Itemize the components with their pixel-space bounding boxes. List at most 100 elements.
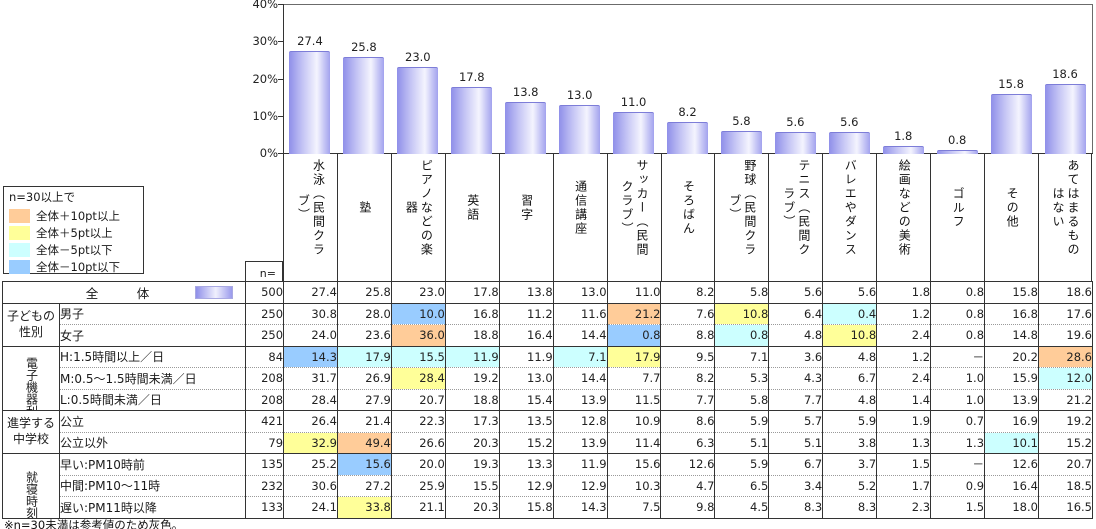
bar bbox=[505, 101, 547, 154]
category-label-text: その他 bbox=[1005, 187, 1020, 229]
legend-items: 全体＋10pt以上 全体＋5pt以上 全体－5pt以下 全体－10pt以下 bbox=[9, 207, 143, 275]
table-row-total: 全 体 500 27.4 25.8 23.0 17.8 13.8 13.0 11.0 8.2 5.8… bbox=[1, 281, 1093, 303]
value-cell: 10.9 bbox=[606, 410, 661, 432]
value-cell: 17.9 bbox=[606, 345, 661, 368]
value-cell: 26.6 bbox=[390, 431, 446, 454]
value-cell: 8.2 bbox=[660, 367, 715, 389]
y-axis-tick bbox=[278, 4, 283, 5]
value-cell: 7.1 bbox=[552, 345, 608, 368]
bar bbox=[451, 86, 493, 154]
value-cell: 26.4 bbox=[283, 410, 338, 432]
value-cell: 14.3 bbox=[552, 496, 608, 518]
category-label-text: 通信講座 bbox=[573, 180, 588, 236]
value-cell: 1.3 bbox=[876, 431, 931, 454]
category-label-text: ゴルフ bbox=[951, 187, 966, 229]
value-cell: 18.8 bbox=[444, 388, 500, 411]
value-cell: 17.8 bbox=[444, 281, 500, 303]
value-cell: 26.9 bbox=[336, 367, 392, 389]
value-cell: 7.1 bbox=[714, 345, 769, 368]
value-cell: 16.4 bbox=[498, 324, 554, 346]
category-label: あてはまるものはない bbox=[1038, 153, 1092, 281]
value-cell: 15.6 bbox=[336, 453, 392, 475]
y-axis-tick-label: 30% bbox=[252, 34, 278, 49]
value-cell: 10.3 bbox=[606, 474, 661, 497]
category-label-text: 習字 bbox=[519, 194, 534, 222]
group-label: 電子機器利用時間 bbox=[24, 356, 39, 411]
category-label-text: 絵画などの美術 bbox=[897, 159, 912, 257]
n-cell: 79 bbox=[245, 431, 284, 454]
value-cell: 13.9 bbox=[552, 431, 608, 454]
value-cell: 5.9 bbox=[822, 410, 877, 432]
value-cell: 15.9 bbox=[984, 367, 1039, 389]
value-cell: 10.8 bbox=[822, 324, 877, 346]
bar bbox=[667, 122, 708, 154]
value-cell: 1.0 bbox=[930, 367, 985, 389]
n-cell: 208 bbox=[245, 388, 284, 411]
value-cell: 11.0 bbox=[606, 281, 661, 303]
value-cell: 13.0 bbox=[498, 367, 554, 389]
value-cell: 5.3 bbox=[714, 367, 769, 389]
value-cell: 15.5 bbox=[390, 345, 446, 368]
value-cell: 7.7 bbox=[768, 388, 823, 411]
n-cell: 208 bbox=[245, 367, 284, 389]
value-cell: 19.6 bbox=[1037, 324, 1093, 346]
value-cell: 23.0 bbox=[390, 281, 446, 303]
group-label-cell: 就寝時刻 bbox=[2, 453, 60, 518]
plot-border-right bbox=[1092, 4, 1093, 153]
value-cell: 7.5 bbox=[606, 496, 661, 518]
value-cell: 21.4 bbox=[336, 410, 392, 432]
legend-item-label: 全体＋10pt以上 bbox=[36, 208, 120, 223]
n-cell: 84 bbox=[245, 345, 284, 368]
y-axis-tick-label: 10% bbox=[252, 108, 278, 123]
value-cell: 0.4 bbox=[822, 302, 877, 325]
bar bbox=[774, 132, 816, 154]
value-cell: 5.8 bbox=[714, 388, 769, 411]
bar-value-label: 13.8 bbox=[512, 84, 539, 99]
value-cell: 25.8 bbox=[336, 281, 392, 303]
value-cell: 15.6 bbox=[606, 453, 661, 475]
value-cell: 24.0 bbox=[283, 324, 338, 346]
value-cell: 1.2 bbox=[876, 302, 931, 325]
group-label-cell: 子どもの 性別 bbox=[2, 302, 60, 346]
value-cell: 20.2 bbox=[984, 345, 1039, 368]
value-cell: 4.8 bbox=[822, 388, 877, 411]
table-row: 電子機器利用時間 H:1.5時間以上／日 84 14.3 17.9 15.5 11.9 11.… bbox=[2, 345, 1093, 411]
value-cell: 27.9 bbox=[336, 388, 392, 411]
value-cell: 33.8 bbox=[336, 496, 392, 518]
legend-item: 全体－10pt以下 bbox=[9, 258, 143, 275]
n-cell: 250 bbox=[245, 302, 284, 325]
value-cell: 5.2 bbox=[822, 474, 877, 497]
value-cell: 4.3 bbox=[768, 367, 823, 389]
value-cell: 36.0 bbox=[390, 324, 446, 346]
bar-value-label: 27.4 bbox=[297, 33, 323, 48]
row-label-cell: 遅い:PM11時以降 bbox=[58, 496, 246, 518]
category-label-text: あてはまるものはない bbox=[1051, 159, 1081, 257]
row-label-cell: 女子 bbox=[58, 324, 246, 346]
data-table: 全 体 500 27.4 25.8 23.0 17.8 13.8 13.0 11.0 8.2 5.8… bbox=[1, 281, 1093, 519]
value-cell: 6.7 bbox=[822, 367, 877, 389]
category-label: 通信講座 bbox=[552, 153, 607, 281]
n-cell: 250 bbox=[245, 324, 284, 346]
value-cell: 14.4 bbox=[552, 324, 608, 346]
value-cell: 9.8 bbox=[660, 496, 715, 518]
value-cell: 49.4 bbox=[336, 431, 392, 454]
category-label-text: そろばん bbox=[681, 180, 696, 236]
y-axis-tick bbox=[278, 115, 283, 117]
bar bbox=[1044, 83, 1086, 154]
value-cell: 1.7 bbox=[876, 474, 931, 497]
value-cell: 3.8 bbox=[822, 431, 877, 454]
value-cell: 11.9 bbox=[552, 453, 608, 475]
value-cell: 0.7 bbox=[930, 410, 985, 432]
value-cell: 18.5 bbox=[1037, 474, 1093, 497]
value-cell: 2.3 bbox=[876, 496, 931, 518]
value-cell: 20.7 bbox=[390, 388, 446, 411]
group-label-cell: 進学する 中学校 bbox=[2, 410, 60, 454]
value-cell: 7.6 bbox=[660, 302, 715, 325]
value-cell: 12.9 bbox=[498, 474, 554, 497]
n-cell: 232 bbox=[245, 474, 284, 497]
value-cell: 11.4 bbox=[606, 431, 661, 454]
value-cell: 21.2 bbox=[606, 302, 661, 325]
value-cell: 25.9 bbox=[390, 474, 446, 497]
value-cell: 27.4 bbox=[283, 281, 338, 303]
bar-value-label: 23.0 bbox=[405, 50, 431, 65]
